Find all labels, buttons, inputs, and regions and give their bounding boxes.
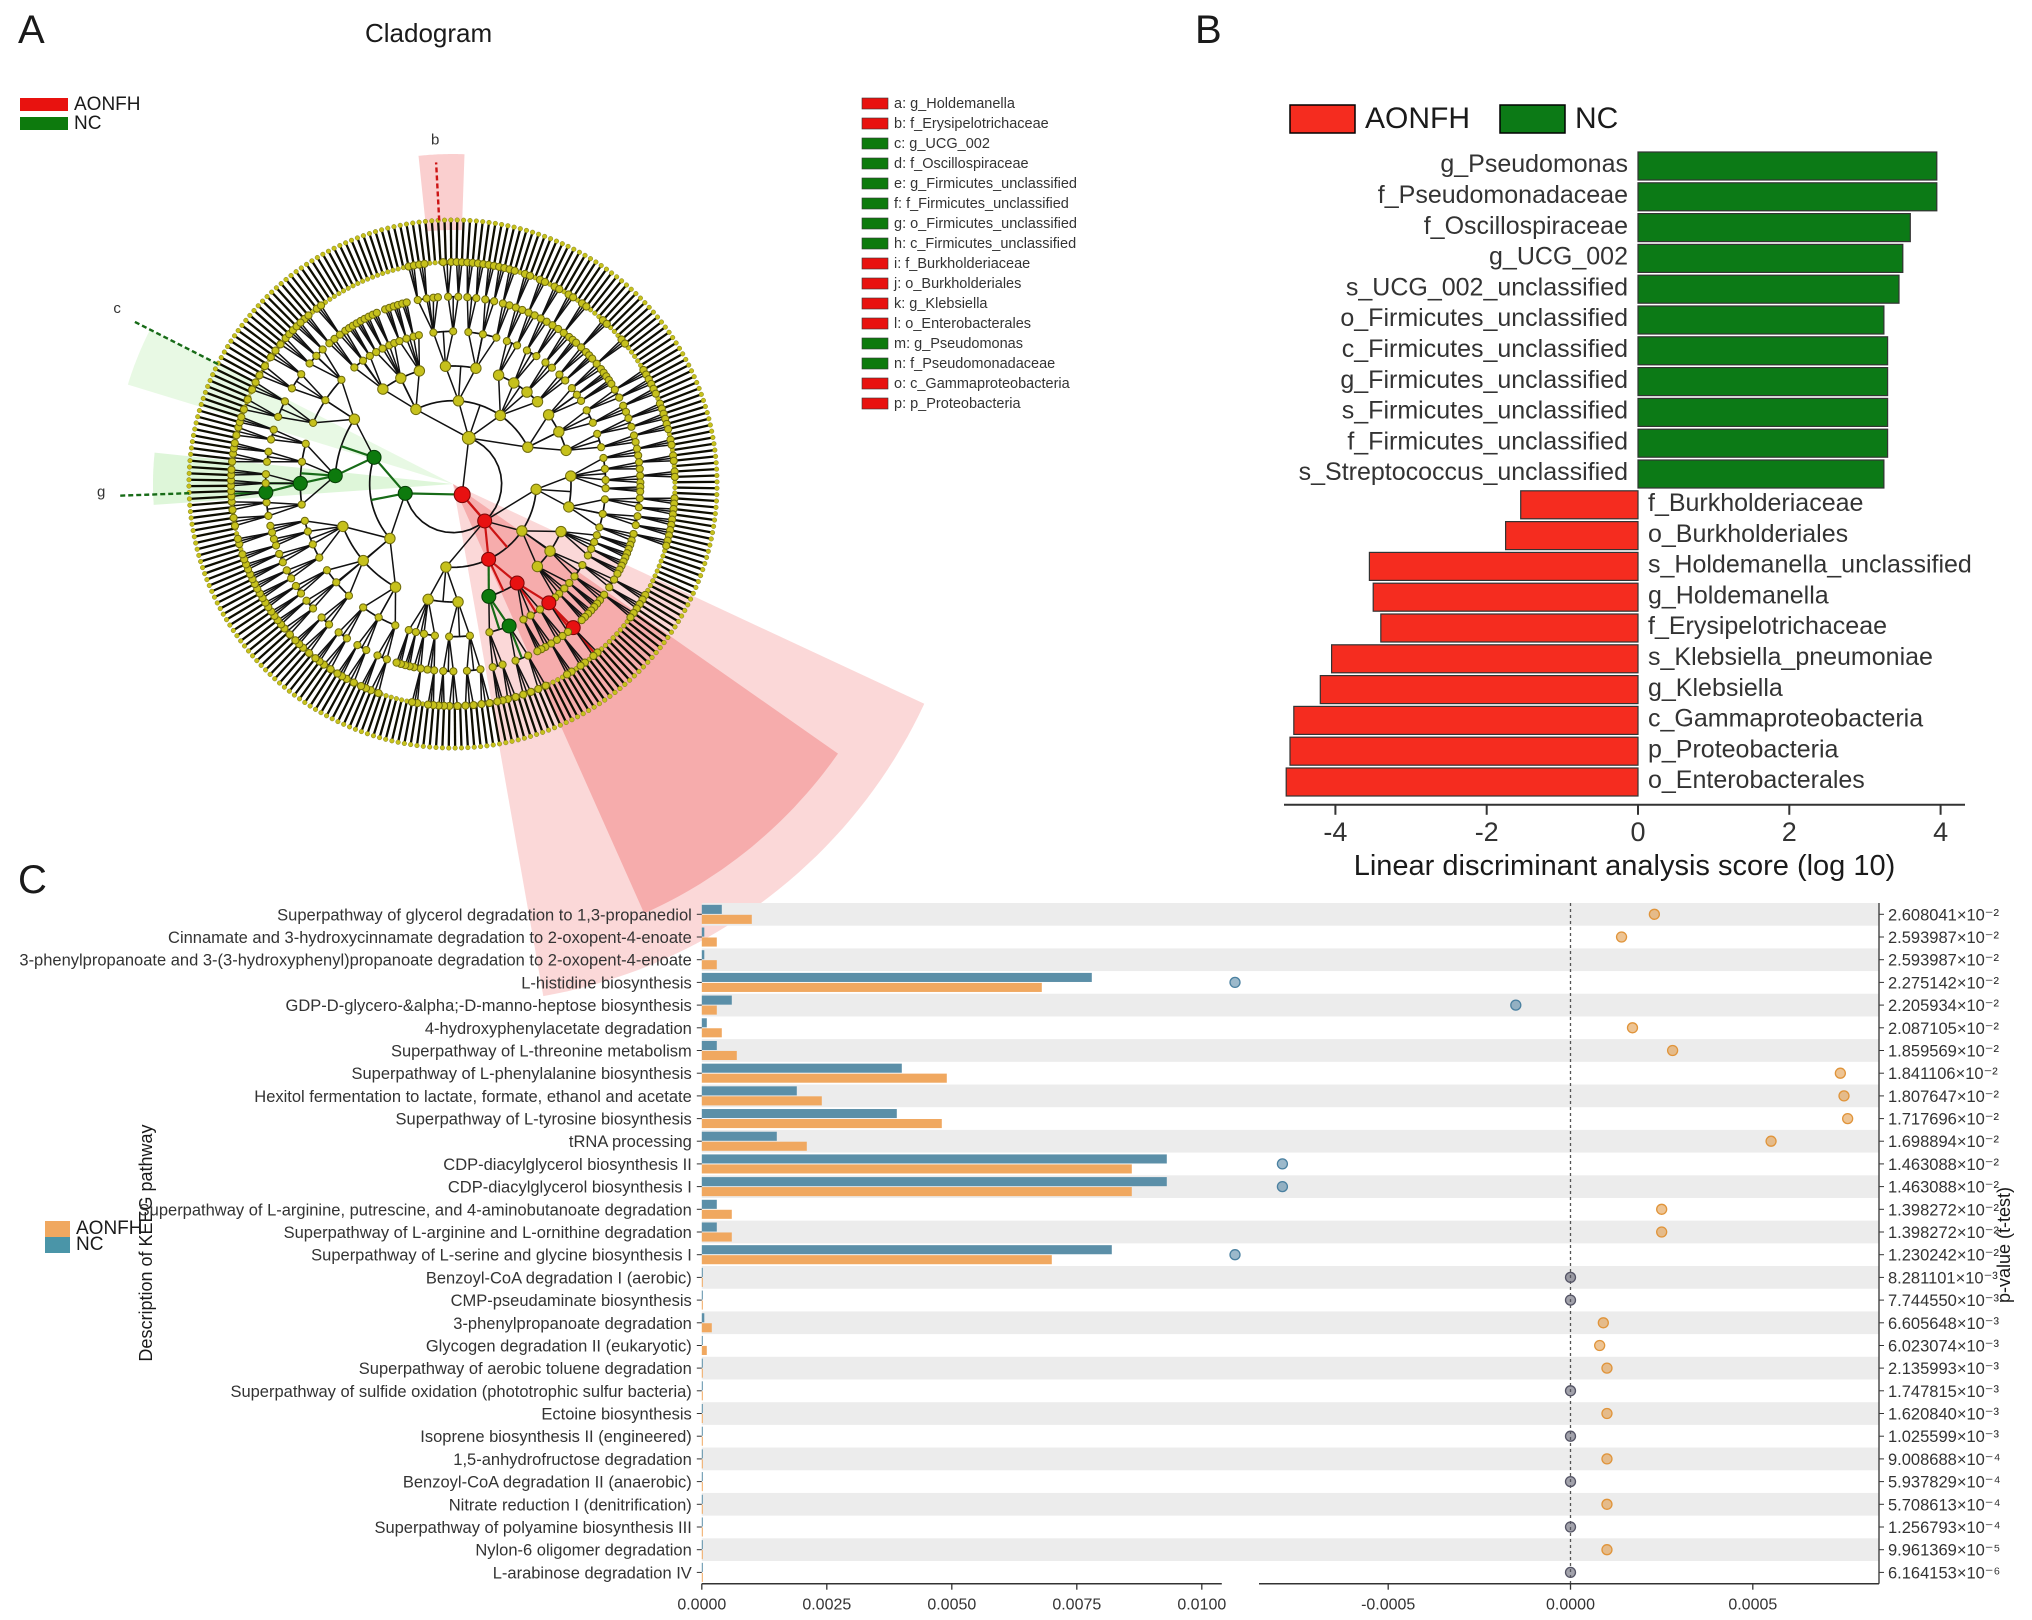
svg-text:Superpathway of L-arginine, pu: Superpathway of L-arginine, putrescine, …	[139, 1201, 692, 1219]
svg-text:1.230242×10⁻²: 1.230242×10⁻²	[1888, 1247, 2000, 1265]
svg-text:Superpathway of glycerol degra: Superpathway of glycerol degradation to …	[277, 906, 692, 924]
svg-text:1.256793×10⁻⁴: 1.256793×10⁻⁴	[1888, 1519, 2001, 1537]
svg-text:o_Firmicutes_unclassified: o_Firmicutes_unclassified	[1340, 304, 1628, 332]
svg-text:Glycogen degradation II (eukar: Glycogen degradation II (eukaryotic)	[426, 1338, 692, 1356]
svg-text:c_Firmicutes_unclassified: c_Firmicutes_unclassified	[1342, 335, 1628, 363]
svg-text:0.0100: 0.0100	[1177, 1597, 1226, 1614]
svg-text:1.463088×10⁻²: 1.463088×10⁻²	[1888, 1156, 2000, 1174]
svg-text:6.605648×10⁻³: 6.605648×10⁻³	[1888, 1315, 2000, 1333]
svg-text:g_Klebsiella: g_Klebsiella	[1648, 674, 1783, 702]
svg-text:9.961369×10⁻⁵: 9.961369×10⁻⁵	[1888, 1542, 2000, 1560]
svg-text:0.0000: 0.0000	[677, 1597, 726, 1614]
svg-text:4-hydroxyphenylacetate degrada: 4-hydroxyphenylacetate degradation	[425, 1020, 692, 1038]
svg-text:Superpathway of L-arginine and: Superpathway of L-arginine and L-ornithi…	[284, 1224, 692, 1242]
svg-text:5.937829×10⁻⁴: 5.937829×10⁻⁴	[1888, 1474, 2001, 1492]
svg-text:0: 0	[1630, 817, 1645, 847]
svg-text:GDP-D-glycero-&alpha;-D-manno-: GDP-D-glycero-&alpha;-D-manno-heptose bi…	[286, 997, 692, 1015]
svg-text:tRNA processing: tRNA processing	[569, 1133, 692, 1151]
svg-text:1.398272×10⁻²: 1.398272×10⁻²	[1888, 1201, 2000, 1219]
svg-text:Nitrate reduction I (denitrifi: Nitrate reduction I (denitrification)	[449, 1496, 692, 1514]
svg-text:8.281101×10⁻³: 8.281101×10⁻³	[1888, 1269, 1998, 1287]
svg-text:Superpathway of aerobic toluen: Superpathway of aerobic toluene degradat…	[359, 1360, 692, 1378]
svg-text:L-histidine biosynthesis: L-histidine biosynthesis	[521, 974, 692, 992]
svg-text:1.717696×10⁻²: 1.717696×10⁻²	[1888, 1111, 2000, 1129]
svg-text:-2: -2	[1475, 817, 1499, 847]
svg-text:0.0050: 0.0050	[927, 1597, 976, 1614]
svg-text:0.0075: 0.0075	[1052, 1597, 1101, 1614]
svg-text:2.135993×10⁻³: 2.135993×10⁻³	[1888, 1360, 2000, 1378]
svg-text:2.087105×10⁻²: 2.087105×10⁻²	[1888, 1020, 2000, 1038]
svg-text:Superpathway of L-threonine me: Superpathway of L-threonine metabolism	[391, 1043, 692, 1061]
svg-text:g_UCG_002: g_UCG_002	[1489, 243, 1628, 271]
svg-text:AONFH: AONFH	[1365, 102, 1470, 135]
svg-text:Superpathway of L-phenylalanin: Superpathway of L-phenylalanine biosynth…	[351, 1065, 691, 1083]
svg-text:g_Holdemanella: g_Holdemanella	[1648, 581, 1829, 609]
svg-text:6.164153×10⁻⁶: 6.164153×10⁻⁶	[1888, 1564, 2000, 1582]
svg-text:f_Burkholderiaceae: f_Burkholderiaceae	[1648, 489, 1863, 517]
svg-text:Superpathway of polyamine bios: Superpathway of polyamine biosynthesis I…	[374, 1519, 691, 1537]
svg-text:s_Firmicutes_unclassified: s_Firmicutes_unclassified	[1342, 397, 1628, 425]
svg-text:7.744550×10⁻³: 7.744550×10⁻³	[1888, 1292, 2000, 1310]
svg-text:1.807647×10⁻²: 1.807647×10⁻²	[1888, 1088, 2000, 1106]
svg-text:3-phenylpropanoate degradation: 3-phenylpropanoate degradation	[453, 1315, 692, 1333]
svg-text:p_Proteobacteria: p_Proteobacteria	[1648, 735, 1839, 763]
svg-text:o_Burkholderiales: o_Burkholderiales	[1648, 520, 1848, 548]
svg-text:Superpathway of L-tyrosine bio: Superpathway of L-tyrosine biosynthesis	[396, 1111, 692, 1129]
svg-text:1.841106×10⁻²: 1.841106×10⁻²	[1888, 1065, 1998, 1083]
svg-text:c_Gammaproteobacteria: c_Gammaproteobacteria	[1648, 705, 1923, 733]
svg-text:-0.0005: -0.0005	[1361, 1597, 1415, 1614]
svg-text:2.593987×10⁻²: 2.593987×10⁻²	[1888, 952, 2000, 970]
svg-text:1.025599×10⁻³: 1.025599×10⁻³	[1888, 1428, 2000, 1446]
svg-text:1.463088×10⁻²: 1.463088×10⁻²	[1888, 1179, 2000, 1197]
svg-text:f_Pseudomonadaceae: f_Pseudomonadaceae	[1378, 181, 1628, 209]
svg-text:s_Holdemanella_unclassified: s_Holdemanella_unclassified	[1648, 551, 1972, 579]
svg-text:Linear discriminant analysis s: Linear discriminant analysis score (log …	[1354, 850, 1896, 882]
svg-text:Superpathway of L-serine and g: Superpathway of L-serine and glycine bio…	[311, 1247, 692, 1265]
svg-text:2: 2	[1782, 817, 1797, 847]
svg-text:2.593987×10⁻²: 2.593987×10⁻²	[1888, 929, 2000, 947]
svg-text:f_Firmicutes_unclassified: f_Firmicutes_unclassified	[1347, 427, 1628, 455]
svg-text:Ectoine biosynthesis: Ectoine biosynthesis	[541, 1406, 691, 1424]
svg-text:s_Streptococcus_unclassified: s_Streptococcus_unclassified	[1299, 458, 1628, 486]
svg-text:1,5-anhydrofructose degradatio: 1,5-anhydrofructose degradation	[453, 1451, 692, 1469]
svg-text:2.275142×10⁻²: 2.275142×10⁻²	[1888, 974, 2000, 992]
svg-text:2.608041×10⁻²: 2.608041×10⁻²	[1888, 906, 2000, 924]
svg-text:s_Klebsiella_pneumoniae: s_Klebsiella_pneumoniae	[1648, 643, 1933, 671]
svg-text:1.698894×10⁻²: 1.698894×10⁻²	[1888, 1133, 2000, 1151]
svg-text:Benzoyl-CoA degradation I (aer: Benzoyl-CoA degradation I (aerobic)	[426, 1269, 692, 1287]
svg-text:Nylon-6 oligomer degradation: Nylon-6 oligomer degradation	[475, 1542, 691, 1560]
svg-text:4: 4	[1933, 817, 1948, 847]
svg-text:f_Erysipelotrichaceae: f_Erysipelotrichaceae	[1648, 612, 1887, 640]
svg-text:5.708613×10⁻⁴: 5.708613×10⁻⁴	[1888, 1496, 2001, 1514]
svg-text:3-phenylpropanoate and 3-(3-hy: 3-phenylpropanoate and 3-(3-hydroxypheny…	[19, 952, 691, 970]
svg-text:1.747815×10⁻³: 1.747815×10⁻³	[1888, 1383, 2000, 1401]
svg-text:Superpathway of sulfide oxidat: Superpathway of sulfide oxidation (photo…	[230, 1383, 691, 1401]
svg-text:1.859569×10⁻²: 1.859569×10⁻²	[1888, 1043, 2000, 1061]
svg-text:CDP-diacylglycerol biosynthesi: CDP-diacylglycerol biosynthesis II	[443, 1156, 692, 1174]
svg-text:0.0005: 0.0005	[1728, 1597, 1777, 1614]
svg-text:L-arabinose degradation IV: L-arabinose degradation IV	[493, 1564, 692, 1582]
svg-text:Benzoyl-CoA degradation II (an: Benzoyl-CoA degradation II (anaerobic)	[403, 1474, 692, 1492]
svg-text:g_Firmicutes_unclassified: g_Firmicutes_unclassified	[1340, 366, 1628, 394]
svg-text:NC: NC	[76, 1234, 103, 1255]
svg-text:Isoprene biosynthesis II (engi: Isoprene biosynthesis II (engineered)	[420, 1428, 692, 1446]
svg-text:g_Pseudomonas: g_Pseudomonas	[1440, 150, 1628, 178]
svg-text:CMP-pseudaminate biosynthesis: CMP-pseudaminate biosynthesis	[451, 1292, 692, 1310]
svg-text:Hexitol fermentation to lactat: Hexitol fermentation to lactate, formate…	[254, 1088, 692, 1106]
svg-text:-4: -4	[1323, 817, 1347, 847]
svg-text:1.398272×10⁻²: 1.398272×10⁻²	[1888, 1224, 2000, 1242]
svg-text:s_UCG_002_unclassified: s_UCG_002_unclassified	[1346, 273, 1628, 301]
svg-text:Description of KEEG pathway: Description of KEEG pathway	[136, 1124, 156, 1361]
svg-text:Cinnamate and 3-hydroxycinnama: Cinnamate and 3-hydroxycinnamate degrada…	[168, 929, 692, 947]
svg-text:2.205934×10⁻²: 2.205934×10⁻²	[1888, 997, 2000, 1015]
svg-text:o_Enterobacterales: o_Enterobacterales	[1648, 766, 1865, 794]
svg-text:NC: NC	[1575, 102, 1618, 135]
svg-text:CDP-diacylglycerol biosynthesi: CDP-diacylglycerol biosynthesis I	[448, 1179, 692, 1197]
svg-text:f_Oscillospiraceae: f_Oscillospiraceae	[1424, 212, 1628, 240]
svg-text:0.0025: 0.0025	[802, 1597, 851, 1614]
svg-text:1.620840×10⁻³: 1.620840×10⁻³	[1888, 1406, 2000, 1424]
svg-text:6.023074×10⁻³: 6.023074×10⁻³	[1888, 1338, 2000, 1356]
svg-text:0.0000: 0.0000	[1546, 1597, 1595, 1614]
svg-text:9.008688×10⁻⁴: 9.008688×10⁻⁴	[1888, 1451, 2001, 1469]
